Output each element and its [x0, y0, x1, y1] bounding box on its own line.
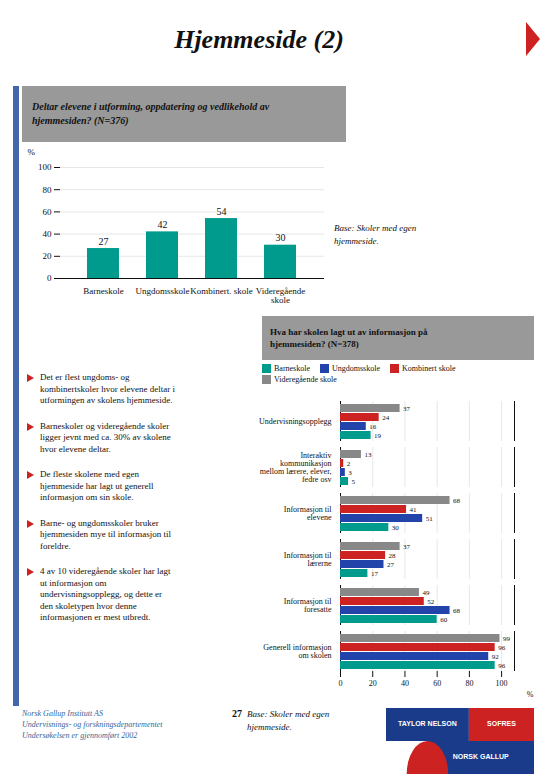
svg-text:100: 100 [496, 679, 508, 688]
svg-text:68: 68 [453, 607, 461, 615]
svg-text:60: 60 [433, 679, 441, 688]
svg-text:37: 37 [403, 405, 411, 413]
html-text:Norsk Gallup Institutt AS Unde: Norsk Gallup Institutt AS Undervisnings-… [22, 709, 163, 741]
svg-text:Generell informasjonom skolen: Generell informasjonom skolen [263, 643, 331, 660]
svg-text:40: 40 [43, 229, 53, 239]
svg-text:Interaktivkommunikasjonmellom: Interaktivkommunikasjonmellom lærere, el… [260, 451, 332, 484]
svg-text:80: 80 [465, 679, 473, 688]
svg-text:92: 92 [492, 653, 500, 661]
svg-text:27: 27 [387, 561, 395, 569]
svg-text:49: 49 [422, 589, 430, 597]
svg-text:NORSK GALLUP: NORSK GALLUP [453, 753, 509, 760]
svg-text:28: 28 [389, 552, 397, 560]
svg-text:17: 17 [371, 570, 379, 578]
svg-text:Informasjon tillærerne: Informasjon tillærerne [284, 551, 333, 568]
svg-text:80: 80 [43, 185, 53, 195]
svg-text:100: 100 [38, 162, 52, 172]
svg-text:24: 24 [382, 414, 390, 422]
svg-text:54: 54 [217, 206, 227, 217]
svg-text:13: 13 [364, 451, 372, 459]
html-text:Kombinert skole: Kombinert skole [402, 364, 456, 373]
svg-text:%: % [28, 147, 36, 157]
svg-text:30: 30 [392, 524, 400, 532]
svg-text:SOFRES: SOFRES [487, 720, 516, 727]
svg-text:0: 0 [47, 273, 52, 283]
html-text:Barneskole: Barneskole [274, 364, 310, 373]
svg-text:Undervisningsopplegg: Undervisningsopplegg [259, 417, 331, 426]
html-text:Deltar elevene i utforming, op: Deltar elevene i utforming, oppdatering … [32, 101, 270, 126]
svg-text:27: 27 [99, 236, 109, 247]
html-text:Base: Skoler med egen hjemmesi: Base: Skoler med egen hjemmeside. [247, 709, 330, 732]
html-text:Videregående skole: Videregående skole [274, 375, 337, 384]
svg-text:Informasjon tilforesatte: Informasjon tilforesatte [284, 597, 333, 614]
svg-text:30: 30 [276, 232, 286, 243]
svg-text:%: % [527, 690, 534, 699]
html-text:Hva har skolen lagt ut av info: Hva har skolen lagt ut av informasjon på… [270, 326, 428, 349]
html-text:Ungdomsskole: Ungdomsskole [332, 364, 380, 373]
svg-text:20: 20 [43, 251, 53, 261]
svg-text:Informasjon tilelevene: Informasjon tilelevene [284, 505, 333, 522]
svg-text:Ungdomsskole: Ungdomsskole [136, 286, 190, 296]
svg-text:60: 60 [440, 616, 448, 624]
svg-text:16: 16 [369, 423, 377, 431]
svg-text:51: 51 [426, 515, 434, 523]
html-text:De fleste skolene med egen hje: De fleste skolene med egen hjemmeside ha… [40, 469, 154, 503]
svg-text:Videregåendeskole: Videregåendeskole [256, 286, 305, 305]
svg-text:60: 60 [43, 207, 53, 217]
svg-text:37: 37 [403, 543, 411, 551]
html-text:Barneskoler og videregående sk: Barneskoler og videregående skoler ligge… [40, 420, 171, 454]
svg-text:41: 41 [410, 506, 418, 514]
svg-text:52: 52 [427, 598, 435, 606]
html-text:Barne- og ungdomsskoler bruker: Barne- og ungdomsskoler bruker hjemmesid… [40, 517, 171, 551]
svg-text:99: 99 [503, 635, 511, 643]
svg-text:0: 0 [339, 679, 343, 688]
html-text:Hjemmeside (2): Hjemmeside (2) [174, 25, 344, 54]
svg-text:68: 68 [453, 497, 461, 505]
svg-text:20: 20 [369, 679, 377, 688]
svg-text:TAYLOR NELSON: TAYLOR NELSON [398, 720, 457, 727]
svg-text:3: 3 [348, 469, 352, 477]
svg-text:2: 2 [347, 460, 351, 468]
html-text:4 av 10 videregående skoler ha: 4 av 10 videregående skoler har lagt ut … [40, 566, 171, 623]
svg-text:96: 96 [498, 644, 506, 652]
svg-text:5: 5 [352, 478, 356, 486]
html-text:Det er flest ungdoms- og kombi: Det er flest ungdoms- og kombinertskoler… [40, 372, 175, 405]
svg-text:96: 96 [498, 662, 506, 670]
svg-text:Kombinert. skole: Kombinert. skole [190, 286, 253, 296]
svg-text:Barneskole: Barneskole [83, 286, 124, 296]
svg-text:19: 19 [374, 432, 382, 440]
html-text:27: 27 [232, 708, 242, 719]
svg-text:42: 42 [158, 219, 168, 230]
html-text:Base: Skoler med egen hjemmesi: Base: Skoler med egen hjemmeside. [334, 223, 417, 246]
svg-text:40: 40 [401, 679, 409, 688]
